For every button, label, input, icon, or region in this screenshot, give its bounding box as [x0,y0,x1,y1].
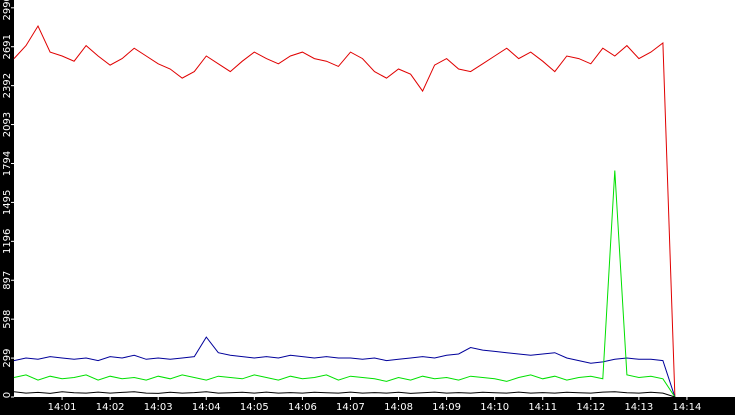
x-tick-label: 14:12 [576,402,605,413]
y-axis-band [0,0,14,415]
x-tick-label: 14:05 [240,402,269,413]
series-line [13,24,676,398]
x-tick-label: 14:10 [480,402,509,413]
x-tick-label: 14:06 [288,402,317,413]
x-tick-label: 14:11 [528,402,557,413]
y-tick-label: 2691 [2,34,13,59]
y-tick-label: 598 [2,310,13,329]
series-line [13,170,676,398]
y-tick-label: 1196 [2,229,13,254]
x-tick-label: 14:03 [144,402,173,413]
x-tick-label: 14:07 [336,402,365,413]
x-tick-label: 14:04 [192,402,221,413]
y-tick-label: 2392 [2,73,13,98]
y-tick-label: 0 [2,392,13,398]
x-tick-label: 14:01 [48,402,77,413]
series-line [13,336,676,398]
x-tick-label: 14:09 [432,402,461,413]
y-tick-label: 1794 [2,151,13,176]
y-tick-label: 299 [2,349,13,368]
y-tick-label: 2093 [2,112,13,137]
y-tick-label: 1495 [2,190,13,215]
y-tick-label: 2990 [2,0,13,21]
series-line [13,391,676,398]
x-tick-label: 14:02 [96,402,125,413]
x-tick-label: 14:14 [673,402,702,413]
y-tick-label: 897 [2,271,13,290]
x-tick-label: 14:13 [624,402,653,413]
x-tick-label: 14:08 [384,402,413,413]
x-axis-band [0,397,735,415]
